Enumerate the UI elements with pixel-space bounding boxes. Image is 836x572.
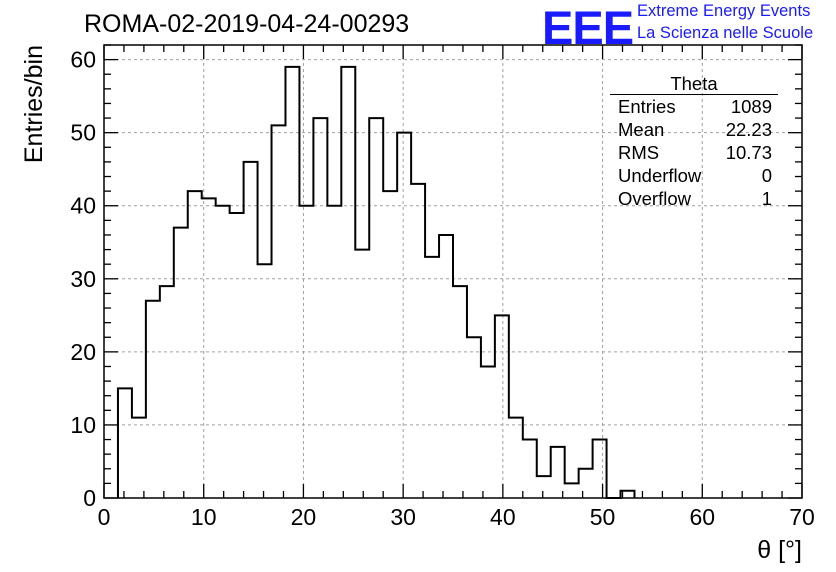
x-tick-label: 40 (490, 504, 516, 530)
stats-row-rms: RMS 10.73 (610, 141, 778, 164)
y-tick-label: 0 (83, 485, 96, 511)
y-tick-label: 40 (70, 193, 96, 219)
y-tick-label: 20 (70, 339, 96, 365)
x-tick-label: 10 (191, 504, 217, 530)
histogram-outline (116, 65, 636, 499)
stats-label: Underflow (618, 165, 702, 186)
x-tick-label: 30 (390, 504, 416, 530)
x-axis-label: θ [°] (757, 536, 802, 564)
stats-label: Entries (618, 96, 676, 117)
y-tick-label: 60 (70, 47, 96, 73)
stats-box: Theta Entries 1089 Mean 22.23 RMS 10.73 … (610, 73, 778, 210)
stats-title: Theta (610, 73, 778, 95)
x-tick-label: 20 (291, 504, 317, 530)
logo-line-1: Extreme Energy Events (637, 2, 811, 20)
stats-row-underflow: Underflow 0 (610, 164, 778, 187)
y-tick-label: 10 (70, 412, 96, 438)
x-tick-label: 50 (590, 504, 616, 530)
y-tick-label: 50 (70, 120, 96, 146)
stats-value: 0 (761, 165, 772, 186)
stats-value: 1089 (730, 96, 772, 117)
stats-value: 22.23 (725, 119, 772, 140)
x-tick-label: 0 (98, 504, 111, 530)
eee-logo: EEE (542, 1, 634, 54)
logo-line-2: La Scienza nelle Scuole (637, 24, 814, 42)
stats-value: 10.73 (725, 142, 772, 163)
stats-label: RMS (618, 142, 660, 163)
chart-title: ROMA-02-2019-04-24-00293 (84, 10, 410, 38)
stats-label: Mean (618, 119, 665, 140)
y-axis-label: Entries/bin (20, 45, 48, 163)
y-tick-label: 30 (70, 266, 96, 292)
x-tick-label: 60 (689, 504, 715, 530)
stats-row-overflow: Overflow 1 (610, 187, 778, 210)
x-tick-label: 70 (789, 504, 815, 530)
stats-row-entries: Entries 1089 (610, 95, 778, 118)
stats-row-mean: Mean 22.23 (610, 118, 778, 141)
plot-frame (103, 44, 803, 499)
stats-value: 1 (761, 188, 772, 209)
stats-label: Overflow (618, 188, 691, 209)
